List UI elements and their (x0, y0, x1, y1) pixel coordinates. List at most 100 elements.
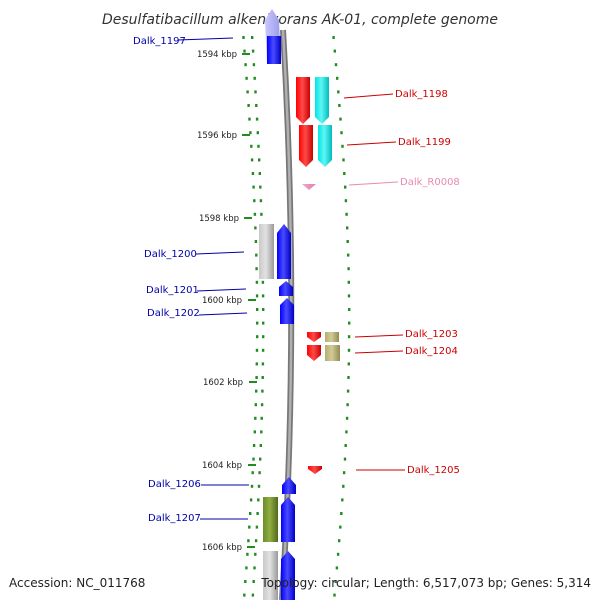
track-dash (346, 389, 350, 393)
track-dash (348, 308, 351, 311)
gene-dalk-1204[interactable]: Dalk_1204 (307, 345, 458, 361)
track-dash (251, 172, 255, 175)
track-dash (344, 185, 347, 189)
track-dash (335, 566, 339, 570)
gene-dalk-r0008[interactable]: Dalk_R0008 (302, 177, 460, 190)
track-dash (259, 185, 262, 189)
track-dash (346, 240, 349, 243)
track-dash (255, 253, 258, 257)
gene-dalk-1205[interactable]: Dalk_1205 (308, 465, 460, 476)
gene-dalk-1203[interactable]: Dalk_1203 (307, 329, 458, 342)
track-dash (336, 552, 340, 556)
track-dash (347, 294, 351, 298)
gene-label-dalk-1199[interactable]: Dalk_1199 (398, 137, 451, 148)
gene-dalk-1199[interactable]: Dalk_1199 (299, 125, 451, 167)
track-dash (345, 430, 348, 434)
gene-arrow-blue (277, 224, 291, 279)
gene-label-dalk-1203[interactable]: Dalk_1203 (405, 329, 458, 340)
track-dash (347, 376, 350, 379)
track-dash (257, 144, 260, 148)
gene-label-dalk-1200[interactable]: Dalk_1200 (144, 249, 197, 260)
gene-label-dalk-r0008[interactable]: Dalk_R0008 (400, 177, 460, 188)
gene-dalk-1206[interactable]: Dalk_1206 (148, 477, 296, 494)
gene-label-dalk-1204[interactable]: Dalk_1204 (405, 346, 458, 357)
track-dash (336, 76, 339, 80)
track-dash (347, 362, 350, 366)
gene-dalk-1202[interactable]: Dalk_1202 (147, 298, 294, 324)
gene-arrow-red (308, 466, 322, 474)
track-dash (344, 444, 347, 447)
track-dash (343, 172, 346, 175)
label-leader-line (354, 334, 404, 338)
gene-label-dalk-1202[interactable]: Dalk_1202 (147, 308, 200, 319)
tick-label-1598: 1598 kbp (199, 214, 239, 224)
gene-label-dalk-1198[interactable]: Dalk_1198 (395, 89, 448, 100)
track-dash (247, 104, 250, 107)
track-dash (251, 49, 255, 53)
track-dash (252, 185, 255, 189)
track-dash (252, 580, 255, 583)
track-dash (248, 525, 251, 529)
gene-label-dalk-1201[interactable]: Dalk_1201 (146, 285, 199, 296)
track-dash (258, 172, 261, 175)
track-dash (341, 498, 344, 502)
track-dash (347, 267, 350, 271)
track-dash (261, 362, 265, 366)
track-dash (252, 63, 256, 67)
tick-label-1600: 1600 kbp (202, 296, 242, 306)
tick-label-1596: 1596 kbp (197, 131, 237, 141)
tick-label-1594: 1594 kbp (197, 50, 237, 60)
gene-dalk-1201[interactable]: Dalk_1201 (146, 281, 293, 296)
track-dash (255, 267, 258, 271)
track-dash (346, 403, 349, 407)
track-dash (253, 566, 256, 570)
gene-arrow-blue (282, 477, 296, 494)
label-leader-line (177, 37, 234, 41)
gene-label-dalk-1206[interactable]: Dalk_1206 (148, 479, 201, 490)
track-dash (346, 226, 349, 230)
track-dash (242, 36, 245, 39)
gene-dalk-1207[interactable]: Dalk_1207 (148, 497, 295, 542)
label-leader-line (346, 141, 397, 146)
track-dash (347, 348, 351, 352)
track-dash (342, 471, 346, 475)
track-dash (340, 512, 343, 515)
track-dash (332, 36, 335, 39)
gene-block-olive (263, 497, 278, 542)
track-dash (256, 308, 259, 311)
track-dash (255, 117, 259, 121)
track-dash (249, 512, 252, 515)
label-leader-line (195, 251, 245, 255)
track-dash (244, 63, 247, 67)
track-dash (261, 348, 265, 352)
gene-label-dalk-1205[interactable]: Dalk_1205 (407, 465, 460, 476)
track-dash (338, 539, 341, 543)
track-dash (254, 240, 258, 243)
gene-arrow-cyan (315, 77, 329, 124)
gene-label-dalk-1207[interactable]: Dalk_1207 (148, 513, 201, 524)
track-dash (250, 484, 254, 488)
track-dash (247, 539, 250, 543)
track-dash (258, 158, 261, 162)
track-dash (253, 430, 256, 434)
track-dash (253, 76, 256, 80)
track-dash (333, 49, 336, 53)
track-dash (243, 593, 246, 597)
gene-block-gray (263, 551, 278, 600)
track-guide-right (332, 36, 351, 597)
track-dash (257, 484, 261, 488)
track-dash (254, 90, 257, 94)
gene-dalk-1197[interactable]: Dalk_1197 (133, 9, 281, 64)
track-dash (339, 525, 342, 529)
gene-label-dalk-1197[interactable]: Dalk_1197 (133, 36, 186, 47)
track-dash (260, 416, 263, 420)
track-dash (347, 335, 351, 339)
track-guide-left-outer (242, 36, 259, 597)
gene-partial-bottom[interactable] (263, 551, 295, 600)
track-dash (261, 376, 264, 379)
gene-arrow-red (299, 125, 313, 167)
gene-dalk-1198[interactable]: Dalk_1198 (296, 77, 448, 124)
gene-dalk-1200[interactable]: Dalk_1200 (144, 224, 291, 279)
label-leader-line (354, 350, 404, 354)
track-guide-left-inner (251, 36, 265, 597)
